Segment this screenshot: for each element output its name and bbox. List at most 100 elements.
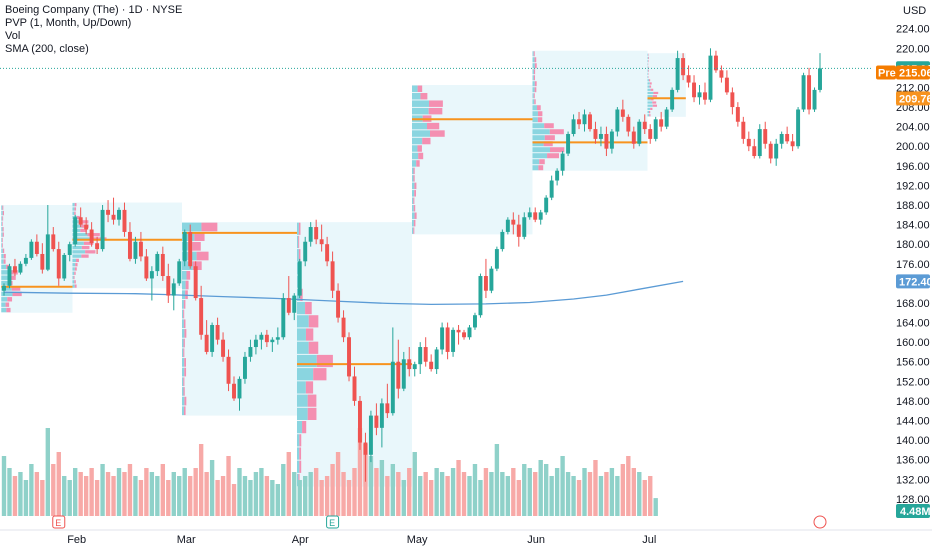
profile-up-bar [647, 95, 653, 98]
candle-body [511, 219, 516, 225]
volume-bar [23, 480, 29, 516]
profile-down-bar [538, 165, 544, 171]
volume-bar [231, 484, 237, 516]
candle-body [45, 234, 50, 270]
candle-body [286, 298, 291, 313]
legend-pvp[interactable]: PVP (1, Month, Up/Down) [5, 17, 132, 29]
profile-range-box [72, 202, 182, 289]
profile-up-bar [532, 117, 538, 123]
profile-down-bar [543, 141, 553, 147]
candle-body [708, 55, 713, 100]
volume-bar [511, 468, 516, 516]
profile-down-bar [73, 275, 75, 280]
legend-sma[interactable]: SMA (200, close) [5, 43, 89, 55]
candle-body [100, 209, 105, 250]
candle-body [177, 261, 182, 284]
price-tick-label: 144.00 [896, 415, 930, 427]
profile-up-bar [296, 368, 314, 381]
legend-vol[interactable]: Vol [5, 30, 21, 42]
profile-down-bar [549, 147, 565, 153]
profile-up-bar [296, 460, 300, 473]
profile-up-bar [1, 297, 8, 302]
volume-bar [127, 464, 133, 516]
candle-body [204, 334, 209, 352]
volume-bar [401, 480, 406, 516]
profile-up-bar [72, 284, 75, 288]
profile-up-bar [1, 210, 3, 216]
profile-down-bar [305, 328, 314, 341]
profile-up-bar [532, 153, 548, 159]
profile-up-bar [1, 259, 4, 264]
profile-up-bar [532, 81, 535, 87]
price-tick-label: 128.00 [896, 494, 930, 506]
volume-bar [467, 476, 472, 516]
candle-body [719, 70, 724, 78]
candle-body [248, 347, 253, 357]
earnings-marker [326, 515, 340, 529]
candle-body [407, 359, 412, 370]
profile-down-bar [6, 307, 11, 313]
profile-up-bar [532, 159, 540, 165]
candle-body [29, 241, 34, 258]
profile-up-bar [1, 221, 3, 227]
profile-up-bar [532, 99, 535, 105]
profile-down-bar [422, 137, 431, 145]
chart-legend: Boeing Company (The) · 1D · NYSE PVP (1,… [5, 4, 182, 56]
volume-bar [73, 468, 78, 516]
profile-down-bar [650, 98, 654, 101]
profile-down-bar [648, 60, 649, 63]
volume-bar [505, 476, 511, 516]
dividend-marker [813, 515, 827, 529]
candle-body [423, 347, 428, 362]
candle-body [659, 119, 664, 127]
volume-bar [51, 464, 56, 516]
candle-body [253, 339, 258, 348]
volume-bar [527, 468, 532, 516]
profile-down-bar [534, 63, 537, 69]
candle-body [379, 403, 384, 428]
pre-market-badge-tag-box [876, 65, 896, 80]
profile-up-bar [412, 167, 414, 175]
volume-bar [352, 468, 357, 516]
volume-bar [100, 464, 105, 516]
profile-up-bar [296, 447, 300, 460]
volume-badge: 4.48M [900, 506, 931, 518]
profile-up-bar [532, 75, 534, 81]
profile-up-bar [72, 280, 75, 284]
profile-up-bar [72, 211, 75, 215]
profile-up-bar [647, 98, 651, 101]
volume-bar [500, 472, 505, 516]
candle-body [440, 327, 445, 350]
pre-market-badge-box [896, 65, 930, 80]
candle-body [314, 227, 319, 240]
profile-down-bar [74, 271, 76, 275]
profile-up-bar [72, 271, 75, 275]
candle-body [505, 219, 510, 232]
volume-bar [171, 472, 176, 516]
profile-down-bar [201, 222, 218, 232]
profile-up-bar [412, 190, 415, 197]
volume-bar [489, 472, 494, 516]
volume-bar [83, 476, 89, 516]
profile-up-bar [296, 235, 299, 249]
profile-down-bar [416, 160, 420, 167]
profile-down-bar [426, 122, 440, 130]
candle-body [270, 339, 275, 343]
volume-bar [587, 472, 593, 516]
volume-bar [303, 476, 308, 516]
volume-bar [483, 468, 489, 516]
profile-up-bar [181, 232, 195, 241]
volume-bar [407, 468, 412, 516]
price-tick-label: 220.00 [896, 43, 930, 55]
profile-down-bar [2, 221, 3, 227]
profile-down-bar [183, 348, 185, 358]
profile-up-bar [1, 205, 3, 210]
profile-up-bar [296, 354, 317, 368]
volume-bar [418, 476, 423, 516]
profile-down-bar [74, 203, 77, 207]
profile-up-bar [412, 212, 415, 219]
candle-body [363, 442, 368, 455]
profile-down-bar [533, 51, 535, 57]
profile-up-bar [181, 358, 185, 367]
